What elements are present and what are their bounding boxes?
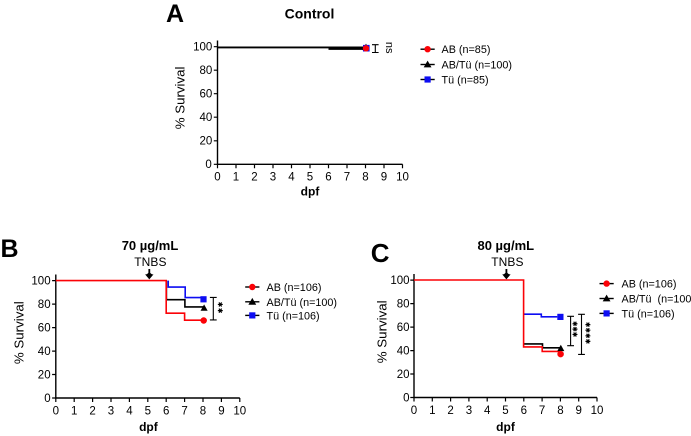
svg-text:60: 60 [38, 323, 51, 335]
svg-text:Control: Control [285, 6, 335, 22]
svg-text:dpf: dpf [301, 185, 321, 199]
svg-text:8: 8 [362, 172, 368, 184]
svg-text:70 µg/mL: 70 µg/mL [122, 238, 179, 253]
svg-text:1: 1 [71, 405, 77, 417]
svg-text:40: 40 [397, 346, 410, 358]
svg-text:TNBS: TNBS [491, 255, 523, 269]
svg-text:100: 100 [193, 42, 212, 54]
svg-text:AB/Tü (n=100): AB/Tü (n=100) [267, 297, 338, 309]
svg-text:40: 40 [38, 346, 51, 358]
svg-text:10: 10 [233, 405, 246, 417]
svg-text:9: 9 [218, 405, 224, 417]
svg-text:% Survival: % Survival [375, 300, 390, 363]
svg-text:6: 6 [163, 405, 169, 417]
svg-text:Tü (n=106): Tü (n=106) [267, 310, 320, 322]
svg-text:3: 3 [466, 405, 472, 417]
svg-text:% Survival: % Survival [12, 301, 27, 364]
svg-text:AB/Tü (n=100): AB/Tü (n=100) [442, 60, 513, 72]
svg-text:TNBS: TNBS [134, 255, 166, 269]
svg-text:5: 5 [502, 405, 508, 417]
svg-text:0: 0 [53, 405, 59, 417]
svg-text:ns: ns [383, 42, 395, 54]
svg-text:0: 0 [205, 159, 211, 171]
svg-text:1: 1 [429, 405, 435, 417]
svg-text:2: 2 [89, 405, 95, 417]
svg-text:7: 7 [181, 405, 187, 417]
svg-text:6: 6 [325, 172, 331, 184]
svg-text:20: 20 [200, 136, 213, 148]
svg-text:9: 9 [575, 405, 581, 417]
svg-text:4: 4 [484, 405, 491, 417]
svg-text:20: 20 [397, 369, 410, 381]
svg-text:0: 0 [403, 392, 409, 404]
svg-text:dpf: dpf [139, 420, 159, 434]
svg-text:AB (n=106): AB (n=106) [267, 282, 322, 294]
svg-text:Tü (n=85): Tü (n=85) [442, 75, 489, 87]
svg-text:4: 4 [126, 405, 133, 417]
svg-text:0: 0 [44, 393, 50, 405]
svg-text:3: 3 [270, 172, 276, 184]
svg-text:60: 60 [200, 89, 213, 101]
svg-text:AB (n=106): AB (n=106) [622, 279, 677, 291]
svg-text:8: 8 [557, 405, 563, 417]
svg-text:9: 9 [381, 172, 387, 184]
svg-text:% Survival: % Survival [172, 66, 187, 129]
svg-text:5: 5 [307, 172, 313, 184]
svg-text:80: 80 [200, 65, 213, 77]
svg-text:100: 100 [31, 276, 50, 288]
svg-text:80: 80 [397, 299, 410, 311]
svg-text:5: 5 [145, 405, 151, 417]
svg-text:100: 100 [390, 275, 409, 287]
svg-text:AB/Tü (n=100): AB/Tü (n=100) [622, 294, 691, 306]
svg-text:2: 2 [251, 172, 257, 184]
svg-text:dpf: dpf [496, 420, 516, 434]
svg-text:C: C [371, 238, 390, 268]
svg-text:0: 0 [214, 172, 220, 184]
svg-text:80 µg/mL: 80 µg/mL [477, 238, 534, 253]
svg-text:1: 1 [233, 172, 239, 184]
svg-text:Tü (n=106): Tü (n=106) [622, 308, 675, 320]
svg-text:B: B [1, 235, 19, 263]
svg-text:0: 0 [411, 405, 417, 417]
svg-text:AB (n=85): AB (n=85) [442, 44, 491, 56]
svg-text:10: 10 [591, 405, 604, 417]
svg-text:A: A [166, 0, 184, 28]
svg-text:10: 10 [396, 172, 409, 184]
svg-text:40: 40 [200, 112, 213, 124]
svg-text:4: 4 [288, 172, 295, 184]
svg-text:80: 80 [38, 299, 51, 311]
svg-text:20: 20 [38, 369, 51, 381]
svg-text:7: 7 [539, 405, 545, 417]
svg-text:2: 2 [447, 405, 453, 417]
svg-text:3: 3 [108, 405, 114, 417]
svg-text:6: 6 [521, 405, 527, 417]
svg-text:7: 7 [344, 172, 350, 184]
svg-text:60: 60 [397, 322, 410, 334]
svg-text:8: 8 [200, 405, 206, 417]
